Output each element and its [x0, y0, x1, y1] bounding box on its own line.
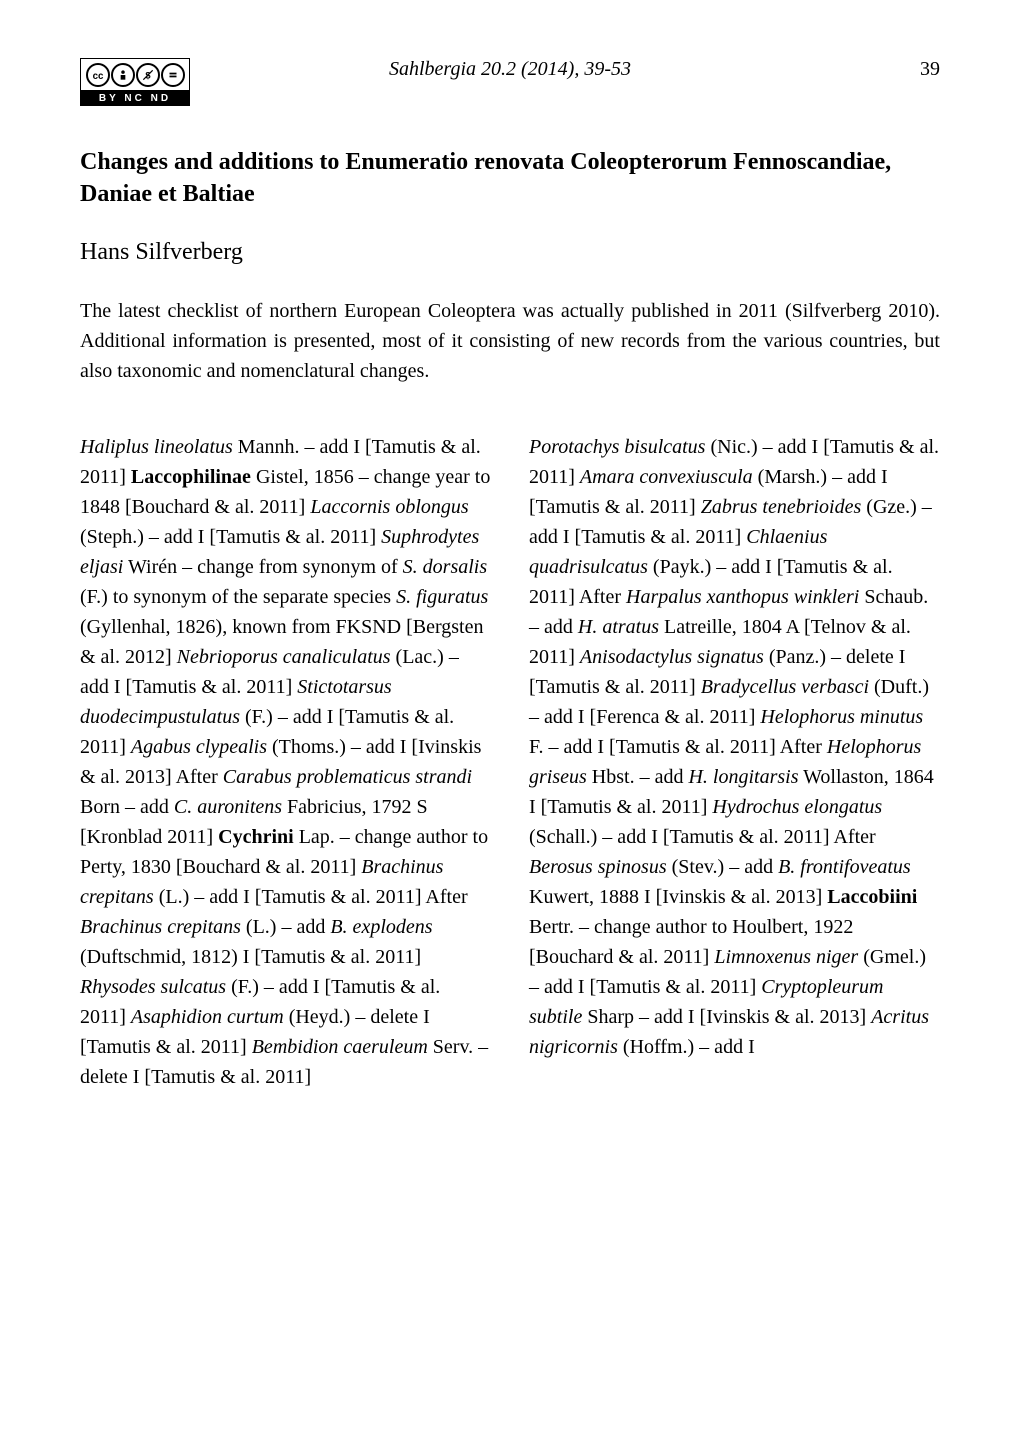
text-segment: Wirén – change from synonym of: [123, 556, 402, 578]
text-segment: (L.) – add: [241, 916, 330, 938]
text-segment: Porotachys bisulcatus: [529, 436, 705, 458]
text-segment: After: [579, 586, 626, 608]
text-segment: (Steph.) – add I [Tamutis & al. 2011]: [80, 526, 376, 548]
text-segment: Amara convexiuscula: [580, 466, 753, 488]
text-segment: H. atratus: [578, 616, 659, 638]
text-segment: F. – add I [Tamutis & al. 2011]: [529, 736, 776, 758]
article-title: Changes and additions to Enumeratio reno…: [80, 146, 940, 211]
by-icon: [111, 63, 135, 87]
text-segment: Kuwert, 1888 I [Ivinskis & al. 2013]: [529, 886, 822, 908]
text-segment: Agabus clypealis: [131, 736, 267, 758]
text-segment: Laccornis oblongus: [310, 496, 468, 518]
text-segment: After: [833, 826, 875, 848]
text-segment: Cychrini: [218, 826, 294, 848]
nd-icon: [161, 63, 185, 87]
text-segment: (Duftschmid, 1812) I [Tamutis & al. 2011…: [80, 946, 421, 968]
cc-icon: cc: [86, 63, 110, 87]
text-segment: Brachinus crepitans: [80, 916, 241, 938]
text-segment: S. figuratus: [396, 586, 488, 608]
text-segment: Berosus spinosus: [529, 856, 667, 878]
right-column: Porotachys bisulcatus (Nic.) – add I [Ta…: [529, 432, 940, 1092]
text-segment: Asaphidion curtum: [131, 1006, 284, 1028]
text-segment: Harpalus xanthopus winkleri: [626, 586, 859, 608]
left-column: Haliplus lineolatus Mannh. – add I [Tamu…: [80, 432, 491, 1092]
text-segment: B. explodens: [330, 916, 432, 938]
text-segment: Nebrioporus canaliculatus: [177, 646, 391, 668]
text-segment: After: [176, 766, 223, 788]
page-number: 39: [830, 58, 940, 81]
nc-icon: $: [136, 63, 160, 87]
text-segment: Hbst. – add: [587, 766, 689, 788]
text-segment: Laccophilinae: [131, 466, 251, 488]
header-row: cc $ BY NC ND Sahlbergia 20.2 (2014), 39…: [80, 58, 940, 106]
text-segment: Bradycellus verbasci: [701, 676, 869, 698]
text-segment: Laccobiini: [827, 886, 917, 908]
author-name: Hans Silfverberg: [80, 239, 940, 266]
cc-badge-icons: cc $: [80, 58, 190, 90]
cc-license-badge: cc $ BY NC ND: [80, 58, 190, 106]
text-segment: (F.) to synonym of the separate species: [80, 586, 396, 608]
text-segment: (Stev.) – add: [667, 856, 778, 878]
text-segment: Hydrochus elongatus: [712, 796, 882, 818]
text-segment: Limnoxenus niger: [714, 946, 858, 968]
text-segment: Rhysodes sulcatus: [80, 976, 226, 998]
journal-reference: Sahlbergia 20.2 (2014), 39-53: [190, 58, 830, 81]
text-segment: Haliplus lineolatus: [80, 436, 233, 458]
text-segment: Bembidion caeruleum: [252, 1036, 428, 1058]
text-segment: Carabus problematicus strandi: [223, 766, 472, 788]
svg-text:cc: cc: [92, 70, 103, 81]
text-segment: Sharp – add I [Ivinskis & al. 2013]: [582, 1006, 866, 1028]
two-column-layout: Haliplus lineolatus Mannh. – add I [Tamu…: [80, 432, 940, 1092]
text-segment: Born – add: [80, 796, 174, 818]
text-segment: After: [780, 736, 827, 758]
text-segment: (L.) – add I [Tamutis & al. 2011]: [154, 886, 422, 908]
cc-badge-text: BY NC ND: [80, 90, 190, 106]
text-segment: C. auronitens: [174, 796, 282, 818]
text-segment: S. dorsalis: [403, 556, 487, 578]
text-segment: (Schall.) – add I [Tamutis & al. 2011]: [529, 826, 830, 848]
text-segment: H. longitarsis: [688, 766, 798, 788]
text-segment: B. frontifoveatus: [778, 856, 911, 878]
text-segment: Helophorus minutus: [760, 706, 923, 728]
text-segment: After: [425, 886, 467, 908]
intro-paragraph: The latest checklist of northern Europea…: [80, 296, 940, 386]
text-segment: Anisodactylus signatus: [580, 646, 764, 668]
text-segment: (Hoffm.) – add I: [618, 1036, 755, 1058]
text-segment: Zabrus tenebrioides: [701, 496, 862, 518]
